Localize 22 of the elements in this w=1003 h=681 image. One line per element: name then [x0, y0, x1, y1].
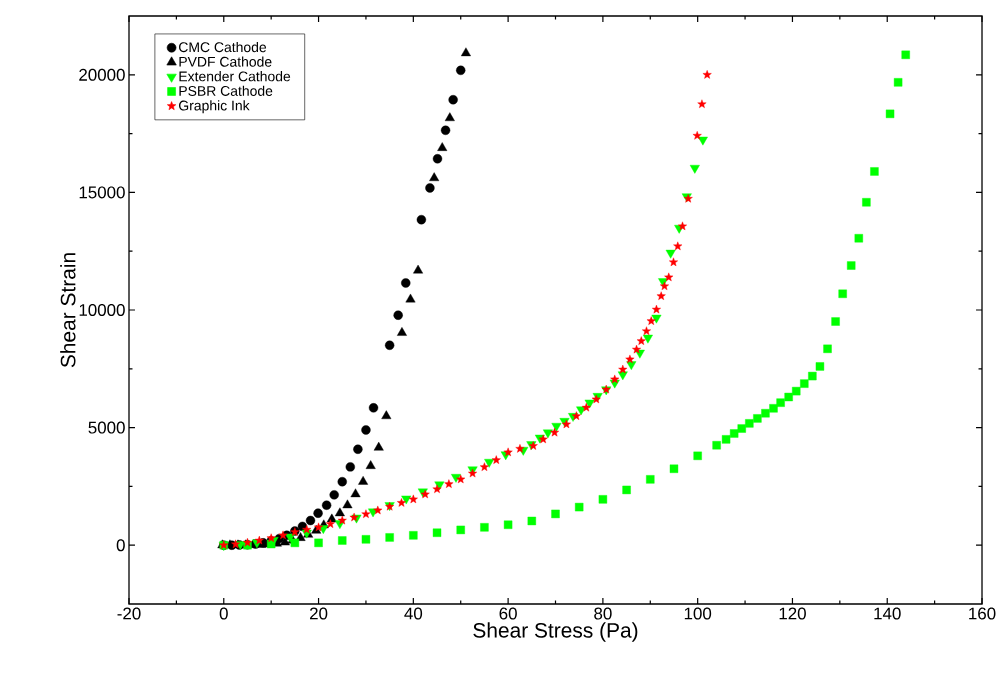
x-tick-label: 0 [219, 607, 228, 620]
x-tick-label: 140 [874, 607, 901, 620]
x-tick-label: 60 [499, 607, 517, 620]
x-axis-title: Shear Stress (Pa) [473, 622, 638, 642]
x-tick-label: 100 [684, 607, 712, 620]
y-axis-title: Shear Strain [60, 253, 76, 368]
y-tick-label: 5000 [88, 421, 125, 434]
x-tick-label: 80 [594, 607, 612, 620]
x-tick-label: 20 [310, 607, 328, 620]
y-tick-label: 10000 [79, 304, 125, 316]
y-tick-label: 15000 [79, 186, 125, 199]
y-tick-label: 0 [116, 539, 125, 552]
x-tick-label: 160 [969, 607, 996, 620]
x-tick-label: -20 [117, 607, 141, 620]
legend-label: CMC Cathode [179, 41, 267, 53]
legend-label: PVDF Cathode [179, 56, 272, 67]
legend-label: PSBR Cathode [179, 85, 273, 96]
legend-label: Graphic Ink [179, 100, 250, 114]
x-tick-label: 40 [404, 607, 423, 620]
y-tick-label: 20000 [79, 68, 125, 81]
x-tick-label: 120 [779, 607, 806, 620]
legend-label: Extender Cathode [179, 71, 291, 82]
